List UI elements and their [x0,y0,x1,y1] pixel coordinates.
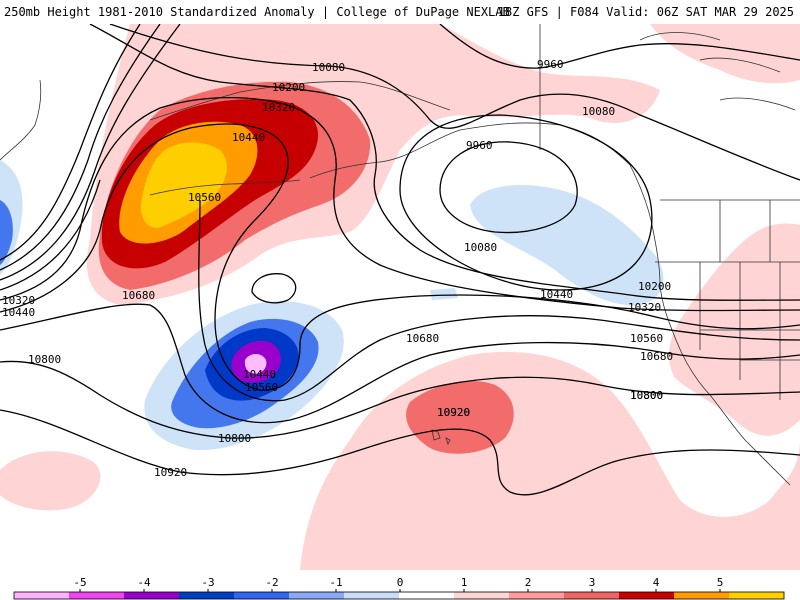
contour-label: 10200 [638,280,671,293]
colorbar-swatch [729,592,785,599]
arctic-islands [639,32,796,111]
contour-upperleft-4 [0,179,101,291]
colorbar-tick-label: 2 [525,576,532,589]
contour-small-low [251,273,297,304]
colorbar-swatch [344,592,400,599]
contour-10200 [89,24,800,301]
coastline-baja [744,439,791,486]
anomaly-map: 10080 9960 10200 10320 10440 10560 10680… [0,24,800,570]
colorbar-tick-label: 4 [653,576,660,589]
colorbar-tick-label: -3 [201,576,214,589]
colorbar-tick-label: -2 [265,576,278,589]
contour-label: 10800 [630,389,663,402]
positive-anomaly-shading [0,24,800,570]
contour-upperleft-1 [0,24,141,261]
anomaly-pos5 [140,142,227,228]
model-run-valid-time: 18Z GFS | F084 Valid: 06Z SAT MAR 29 202… [497,5,794,19]
colorbar-swatch [399,592,455,599]
contour-labels: 10080 9960 10200 10320 10440 10560 10680… [2,58,673,479]
contour-label: 10560 [188,191,221,204]
anomaly-pos1-nw [650,24,800,84]
colorbar-swatch [509,592,565,599]
contour-10440 [0,123,800,391]
contour-label: 10080 [312,61,345,74]
colorbar-tick-label: -4 [137,576,151,589]
contour-label: 10800 [218,432,251,445]
anomaly-neg5 [244,354,267,374]
contour-label: 10680 [640,350,673,363]
contour-label: 10440 [2,306,35,319]
colorbar-swatches [13,591,785,600]
colorbar-swatch [674,592,730,599]
contour-10920 [0,409,800,496]
contour-10680 [0,303,800,424]
contour-label: 10920 [154,466,187,479]
contour-label: 10320 [2,294,35,307]
colorbar-border [13,591,785,600]
anomaly-pos1-southwest [0,451,101,511]
coastline-hawaii [431,429,451,446]
colorbar-tick-label: 1 [461,576,468,589]
contour-label: 9960 [537,58,564,71]
anomaly-neg1-patch [430,288,458,300]
coastline-us-west [659,284,746,441]
contour-9960 [439,24,800,69]
colorbar-swatch [454,592,510,599]
colorbar-swatch [69,592,125,599]
contour-label: 10440 [243,368,276,381]
contour-label: 10920 [437,406,470,419]
anomaly-neg2-west-edge [0,200,13,265]
contour-label: 10680 [122,289,155,302]
contour-label: 9960 [466,139,493,152]
coastline-asia [0,79,42,161]
contour-upperleft-3 [0,24,181,281]
contour-label: 10080 [582,105,615,118]
contour-10560 [198,199,800,402]
contour-label: 10080 [464,241,497,254]
colorbar-swatch [179,592,235,599]
colorbar-tick-label: -5 [73,576,86,589]
contour-label: 10800 [630,389,663,402]
contour-label: 10200 [272,81,305,94]
colorbar-tick-label: 5 [717,576,724,589]
colorbar-tick-label: 3 [589,576,596,589]
contour-label: 10440 [232,131,265,144]
contour-label: 10800 [28,353,61,366]
contour-10320 [0,96,800,312]
contour-label: 10920 [437,406,470,419]
height-contours [0,24,800,496]
colorbar-swatch [14,592,70,599]
contour-upperleft-2 [0,24,161,271]
colorbar-swatch [619,592,675,599]
contour-9960-low [439,141,578,234]
colorbar-swatch [124,592,180,599]
colorbar-ticks: -5 -4 -3 -2 -1 0 1 2 3 4 5 [73,576,723,592]
negative-anomaly-shading [0,160,664,451]
canada-provinces [660,199,800,262]
contour-10800 [0,360,800,439]
colorbar-swatch [564,592,620,599]
contour-label: 10560 [245,381,278,394]
colorbar-tick-label: 0 [397,576,404,589]
contour-label: 10560 [630,332,663,345]
contour-label: 10320 [262,101,295,114]
contour-10080-north [109,24,800,181]
colorbar-swatch [234,592,290,599]
contour-label: 10680 [406,332,439,345]
colorbar-swatch [289,592,345,599]
contour-label: 10320 [628,301,661,314]
colorbar-svg: -5 -4 -3 -2 -1 0 1 2 3 4 5 [13,576,785,600]
anomaly-colorbar: -5 -4 -3 -2 -1 0 1 2 3 4 5 [0,570,800,600]
colorbar-tick-label: -1 [329,576,342,589]
anomaly-neg1-gulf [470,185,664,306]
map-header: 250mb Height 1981-2010 Standardized Anom… [0,0,800,24]
map-title: 250mb Height 1981-2010 Standardized Anom… [4,5,510,19]
contour-label: 10440 [540,288,573,301]
